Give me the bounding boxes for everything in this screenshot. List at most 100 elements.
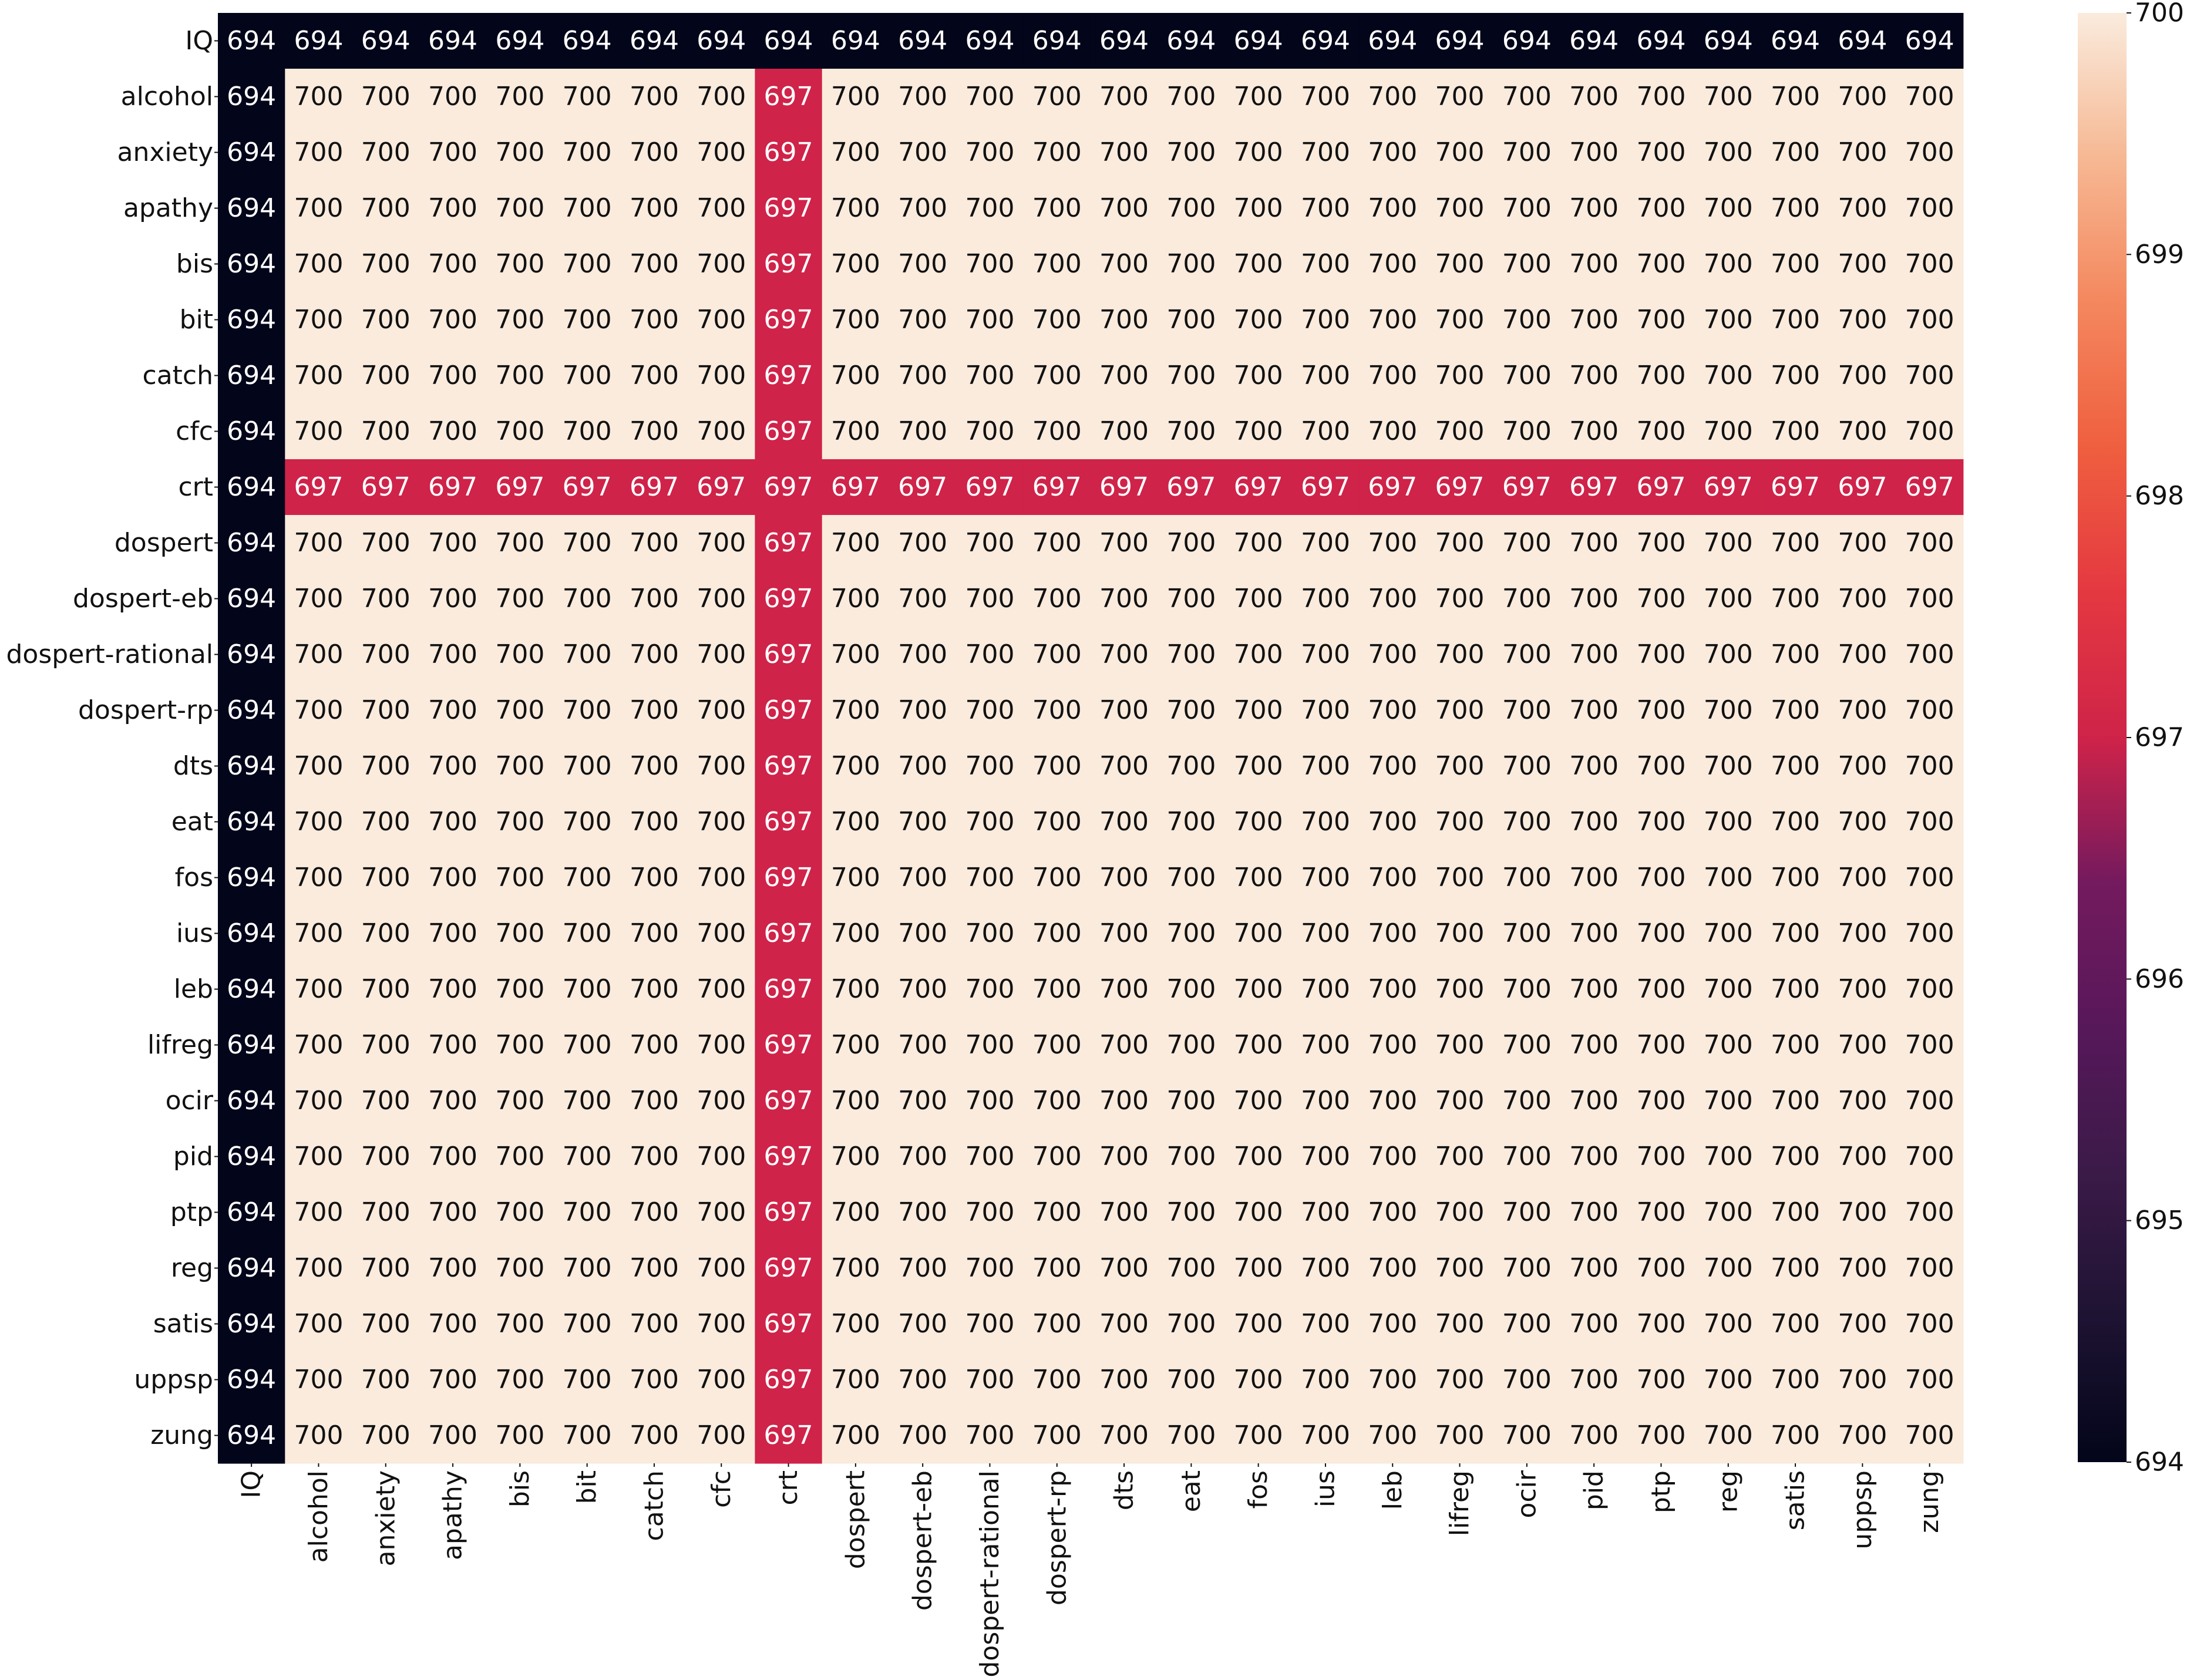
heatmap-cell bbox=[755, 794, 823, 850]
cell-value-label: 700 bbox=[965, 305, 1014, 335]
cell-value-label: 700 bbox=[1569, 416, 1619, 446]
cell-value-label: 700 bbox=[1502, 305, 1552, 335]
cell-value-label: 697 bbox=[764, 193, 813, 223]
cell-value-label: 694 bbox=[630, 26, 679, 56]
cell-value-label: 700 bbox=[1502, 137, 1552, 167]
cell-value-label: 694 bbox=[227, 26, 276, 56]
heatmap-cell bbox=[956, 905, 1024, 962]
heatmap-cell bbox=[1560, 738, 1628, 794]
cell-value-label: 700 bbox=[1234, 918, 1283, 948]
cell-value-label: 700 bbox=[1435, 863, 1485, 893]
cell-value-label: 700 bbox=[1569, 1420, 1619, 1450]
heatmap-cell bbox=[1829, 236, 1897, 292]
cell-value-label: 700 bbox=[1099, 305, 1149, 335]
cell-value-label: 700 bbox=[831, 1197, 880, 1227]
cell-value-label: 700 bbox=[1636, 137, 1685, 167]
cell-value-label: 700 bbox=[1032, 193, 1082, 223]
cell-value-label: 700 bbox=[1636, 1030, 1685, 1060]
heatmap-cell bbox=[620, 403, 688, 460]
cell-value-label: 700 bbox=[1502, 1197, 1552, 1227]
heatmap-cell bbox=[218, 905, 285, 962]
cell-value-label: 700 bbox=[1838, 974, 1887, 1004]
cell-value-label: 700 bbox=[1636, 918, 1685, 948]
cell-value-label: 700 bbox=[1569, 249, 1619, 279]
cell-value-label: 700 bbox=[1099, 918, 1149, 948]
cell-value-label: 700 bbox=[831, 695, 880, 725]
cell-value-label: 700 bbox=[1771, 528, 1820, 558]
heatmap-cell bbox=[1291, 459, 1360, 516]
heatmap-cell bbox=[822, 1129, 890, 1185]
heatmap-cell bbox=[486, 69, 554, 125]
x-axis-tick-labels: IQ alcohol anxiety apathy bis bit catch cfc crt d… bbox=[237, 1463, 1944, 1678]
cell-value-label: 700 bbox=[1166, 863, 1216, 893]
heatmap-cell bbox=[688, 794, 755, 850]
cell-value-label: 700 bbox=[1435, 137, 1485, 167]
cell-value-label: 697 bbox=[764, 137, 813, 167]
cell-value-label: 700 bbox=[1099, 1030, 1149, 1060]
cell-value-label: 700 bbox=[1166, 1253, 1216, 1283]
cell-value-label: 700 bbox=[630, 1197, 679, 1227]
heatmap-cell bbox=[1627, 1129, 1695, 1185]
cell-value-label: 700 bbox=[1838, 1142, 1887, 1171]
cell-value-label: 700 bbox=[428, 1030, 477, 1060]
heatmap-cell bbox=[553, 627, 621, 683]
cell-value-label: 700 bbox=[1636, 528, 1685, 558]
cell-value-label: 700 bbox=[1771, 1365, 1820, 1395]
cell-value-label: 700 bbox=[495, 1420, 544, 1450]
heatmap-cell bbox=[419, 69, 487, 125]
heatmap-cell bbox=[1359, 1352, 1427, 1408]
heatmap-cell bbox=[218, 850, 285, 906]
heatmap-cell bbox=[285, 124, 353, 181]
cell-value-label: 700 bbox=[831, 249, 880, 279]
heatmap-cell bbox=[486, 1352, 554, 1408]
cell-value-label: 700 bbox=[495, 1197, 544, 1227]
cell-value-label: 700 bbox=[428, 1197, 477, 1227]
cell-value-label: 700 bbox=[965, 974, 1014, 1004]
heatmap-cell bbox=[352, 1296, 420, 1352]
cell-value-label: 700 bbox=[1636, 584, 1685, 614]
cell-value-label: 700 bbox=[1704, 1309, 1753, 1339]
y-axis-tick-labels: IQ alcohol anxiety apathy bis bit catch cfc crt d… bbox=[6, 26, 218, 1450]
cell-value-label: 700 bbox=[898, 193, 947, 223]
cell-value-label: 700 bbox=[1502, 918, 1552, 948]
cell-value-label: 694 bbox=[1704, 26, 1753, 56]
cell-value-label: 700 bbox=[1771, 974, 1820, 1004]
heatmap-cell bbox=[956, 124, 1024, 181]
cell-value-label: 700 bbox=[495, 974, 544, 1004]
heatmap-cell bbox=[688, 292, 755, 348]
heatmap-cell bbox=[755, 1184, 823, 1241]
heatmap-cell bbox=[1896, 515, 1964, 571]
cell-value-label: 700 bbox=[1166, 639, 1216, 669]
heatmap-cell bbox=[1224, 292, 1293, 348]
cell-value-label: 700 bbox=[965, 1365, 1014, 1395]
heatmap-cell bbox=[553, 403, 621, 460]
heatmap-cell bbox=[1694, 1073, 1762, 1129]
heatmap-cell bbox=[553, 1352, 621, 1408]
heatmap-cell bbox=[1896, 682, 1964, 739]
heatmap-cell bbox=[1896, 905, 1964, 962]
cell-value-label: 700 bbox=[1234, 1253, 1283, 1283]
cell-value-label: 694 bbox=[1569, 26, 1619, 56]
heatmap-cell bbox=[1023, 403, 1091, 460]
heatmap-cell bbox=[1694, 124, 1762, 181]
heatmap-cell bbox=[1090, 236, 1158, 292]
cell-value-label: 700 bbox=[1838, 528, 1887, 558]
cell-value-label: 700 bbox=[1771, 137, 1820, 167]
y-tick-label: dospert-rp bbox=[78, 695, 213, 725]
heatmap-cell bbox=[889, 682, 957, 739]
cell-value-label: 700 bbox=[1368, 1142, 1417, 1171]
cell-value-label: 700 bbox=[697, 751, 746, 781]
cell-value-label: 700 bbox=[1032, 584, 1082, 614]
heatmap-cell bbox=[1426, 459, 1494, 516]
cell-value-label: 700 bbox=[1301, 807, 1350, 837]
heatmap-cell bbox=[755, 961, 823, 1018]
cell-value-label: 700 bbox=[1368, 249, 1417, 279]
heatmap-cell bbox=[486, 1408, 554, 1464]
cell-value-label: 700 bbox=[1905, 1420, 1954, 1450]
cell-value-label: 700 bbox=[1166, 584, 1216, 614]
heatmap-cell bbox=[1426, 1352, 1494, 1408]
cell-value-label: 700 bbox=[361, 751, 411, 781]
cell-value-label: 700 bbox=[1905, 584, 1954, 614]
cell-value-label: 700 bbox=[1569, 1253, 1619, 1283]
cell-value-label: 700 bbox=[1032, 1030, 1082, 1060]
